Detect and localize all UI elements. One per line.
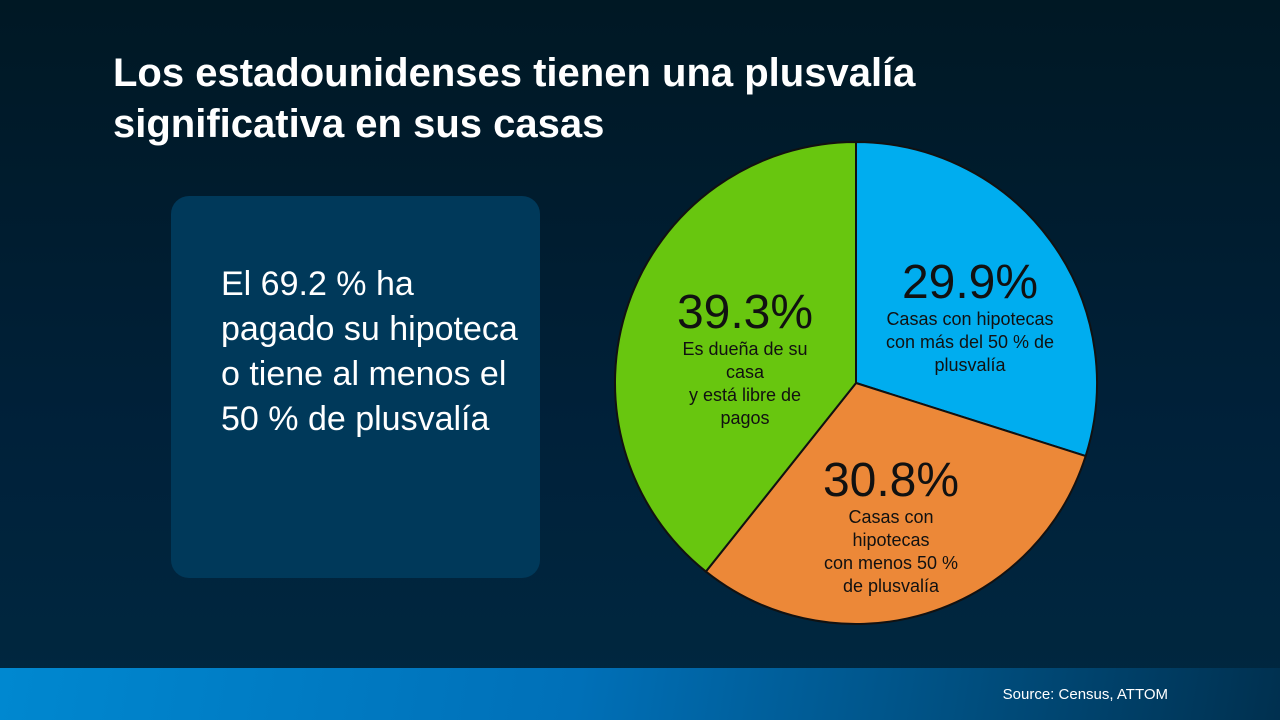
slice-percent: 30.8% (822, 454, 960, 507)
slice-desc-line: Es dueña de su (682, 339, 808, 359)
slice-label-orange: 30.8% Casas con hipotecas con menos 50 %… (781, 456, 1001, 598)
slice-desc-line: casa (725, 362, 765, 382)
callout-box: El 69.2 % ha pagado su hipoteca o tiene … (171, 196, 540, 578)
slice-desc-line: Casas con (848, 507, 934, 527)
footer-bar: Source: Census, ATTOM (0, 668, 1280, 720)
slice-desc-line: Casas con hipotecas (886, 309, 1054, 329)
slice-desc-line: con más del 50 % de (885, 332, 1055, 352)
slice-percent: 39.3% (676, 286, 814, 339)
slice-percent: 29.9% (901, 256, 1039, 309)
slice-desc-line: de plusvalía (842, 576, 940, 596)
pie-slice-1 (704, 381, 1087, 625)
slice-label-blue: 29.9% Casas con hipotecas con más del 50… (860, 258, 1080, 377)
callout-text: El 69.2 % ha pagado su hipoteca o tiene … (221, 265, 518, 438)
slice-desc-line: pagos (720, 408, 770, 428)
pie-slice-2 (614, 140, 857, 573)
slice-label-green: 39.3% Es dueña de su casa y está libre d… (640, 288, 850, 430)
slice-desc-line: con menos 50 % (823, 553, 959, 573)
slice-desc-line: plusvalía (934, 355, 1006, 375)
pie-slice-0 (855, 140, 1098, 458)
slice-desc-line: hipotecas (852, 530, 930, 550)
slide-title: Los estadounidenses tienen una plusvalía… (113, 51, 916, 146)
slice-desc-line: y está libre de (688, 385, 802, 405)
source-text: Source: Census, ATTOM (1002, 686, 1168, 703)
